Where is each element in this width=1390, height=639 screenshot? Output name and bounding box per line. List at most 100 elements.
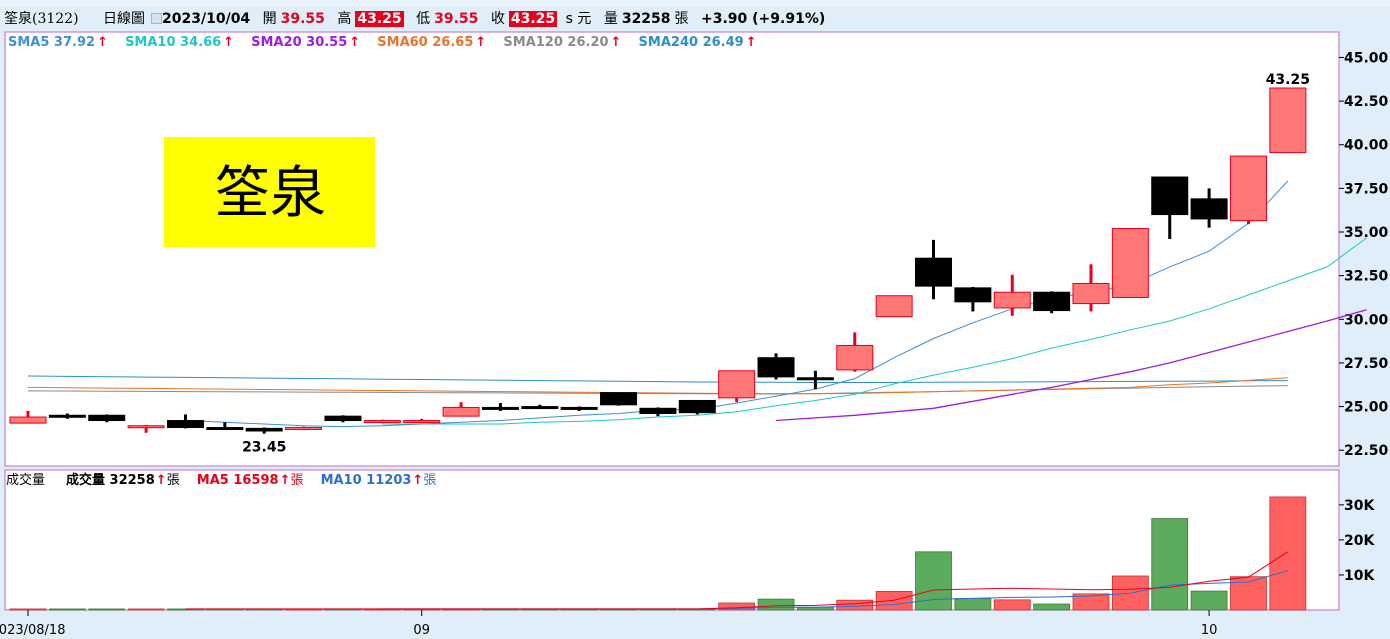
volume-legend-unit: 張 — [167, 473, 180, 488]
sma-legend-label: SMA10 34.66 — [125, 35, 221, 50]
unit-label: s 元 — [565, 11, 592, 27]
sma-legend-label: SMA60 26.65 — [377, 35, 473, 50]
stock-name-stamp — [164, 137, 375, 247]
price-tick-label: 27.50 — [1344, 356, 1389, 372]
volume-tick-label: 10K — [1344, 568, 1375, 584]
candle-body — [521, 406, 559, 410]
close-label: 收 — [490, 11, 505, 27]
candle-body — [1072, 283, 1110, 305]
volume-panel-title: 成交量 — [6, 472, 45, 488]
candle-body — [166, 420, 204, 429]
volume-bar — [167, 608, 204, 611]
quote-date: 2023/10/04 — [162, 11, 251, 27]
sma-legend-item: SMA120 26.20 ↑ — [503, 35, 621, 50]
candle-body — [48, 414, 86, 418]
up-arrow-icon: ↑ — [156, 473, 167, 488]
candle-body — [127, 425, 165, 429]
volume-bar — [9, 608, 47, 611]
price-tick-label: 30.00 — [1344, 312, 1389, 328]
volume-bar — [88, 608, 126, 611]
period-label[interactable]: 日線圖 — [103, 11, 146, 27]
candle-body — [875, 295, 913, 318]
price-tick-label: 42.50 — [1344, 94, 1389, 110]
sma10-line — [382, 237, 1367, 425]
low-label: 低 — [416, 11, 431, 27]
sma-legend-label: SMA5 37.92 — [8, 35, 95, 50]
sma20-line — [775, 309, 1367, 422]
volume-bar — [836, 599, 874, 611]
candle-body — [1190, 198, 1228, 220]
candle-body — [757, 357, 795, 378]
volume-bar — [48, 608, 86, 611]
up-arrow-icon: ↑ — [746, 35, 757, 50]
candle-body — [1033, 291, 1071, 312]
volume-ma5-line — [185, 551, 1289, 610]
low-value: 39.55 — [434, 11, 479, 27]
x-tick-label: 09 — [413, 623, 430, 638]
sma-legend-item: SMA240 26.49 ↑ — [639, 35, 757, 50]
price-annotation: 23.45 — [242, 440, 286, 456]
volume-legend-label: 成交量 32258 — [66, 472, 155, 488]
candle-body — [403, 420, 441, 424]
price-tick-label: 22.50 — [1344, 443, 1389, 459]
sma-legend-item: SMA60 26.65 ↑ — [377, 35, 486, 50]
candle-body — [9, 416, 47, 424]
candle-body — [363, 420, 401, 424]
volume-bar — [1190, 590, 1228, 611]
up-arrow-icon: ↑ — [475, 35, 486, 50]
candle-body — [1111, 228, 1149, 298]
stock-name-stamp-text: 筌泉 — [214, 161, 326, 226]
up-arrow-icon: ↑ — [412, 473, 423, 488]
volume-bar — [1033, 603, 1071, 611]
stock-title: 筌泉(3122) — [4, 11, 79, 27]
volume-bar — [1151, 518, 1189, 611]
price-tick-label: 32.50 — [1344, 269, 1389, 285]
close-value: 43.25 — [508, 11, 558, 27]
volume-bar — [1269, 496, 1307, 611]
high-label: 高 — [337, 11, 352, 27]
candle-body — [796, 377, 834, 381]
volume-value: 32258 — [621, 11, 671, 27]
candle-body — [993, 291, 1031, 309]
volume-tick-label: 30K — [1344, 498, 1375, 514]
price-tick-label: 25.00 — [1344, 400, 1389, 416]
up-arrow-icon: ↑ — [223, 35, 234, 50]
volume-bar — [757, 598, 795, 611]
sma-legend-label: SMA120 26.20 — [503, 35, 608, 50]
volume-legend-label: MA10 11203 — [321, 473, 412, 488]
price-tick-label: 37.50 — [1344, 181, 1389, 197]
candle-body — [1229, 155, 1267, 222]
volume-bar — [1072, 593, 1110, 611]
volume-legend-unit: 張 — [291, 473, 304, 488]
open-label: 開 — [262, 11, 277, 27]
candle-body — [88, 414, 126, 422]
x-tick-label: 2023/08/18 — [0, 623, 65, 638]
price-tick-label: 35.00 — [1344, 225, 1389, 241]
x-tick-label: 10 — [1201, 623, 1218, 638]
candle-body — [836, 344, 874, 371]
candle-body — [600, 392, 638, 406]
up-arrow-icon: ↑ — [97, 35, 108, 50]
volume-legend-item: MA10 11203 ↑ 張 — [321, 473, 437, 488]
up-arrow-icon: ↑ — [611, 35, 622, 50]
price-tick-label: 40.00 — [1344, 138, 1389, 154]
sma60-line — [27, 377, 1288, 395]
candle-body — [442, 406, 480, 417]
open-value: 39.55 — [280, 11, 325, 27]
top-menu-strip — [0, 0, 1390, 7]
checkbox-icon[interactable] — [151, 13, 163, 24]
candle-body — [915, 257, 953, 287]
quote-header: 筌泉(3122) 日線圖 2023/10/04 開 39.55 高 43.25 低 39… — [0, 8, 1390, 30]
sma-legend-label: SMA20 30.55 — [251, 35, 347, 50]
volume-bar — [127, 608, 165, 611]
candle-body — [206, 427, 244, 431]
sma-legend-label: SMA240 26.49 — [639, 35, 744, 50]
up-arrow-icon: ↑ — [349, 35, 360, 50]
candle-body — [560, 406, 598, 410]
candle-body — [639, 407, 677, 415]
candle-body — [1151, 176, 1189, 216]
price-annotation: 43.25 — [1266, 72, 1310, 88]
candle-body — [954, 287, 992, 303]
high-value: 43.25 — [355, 11, 404, 27]
change-value: +3.90 (+9.91%) — [701, 11, 826, 27]
